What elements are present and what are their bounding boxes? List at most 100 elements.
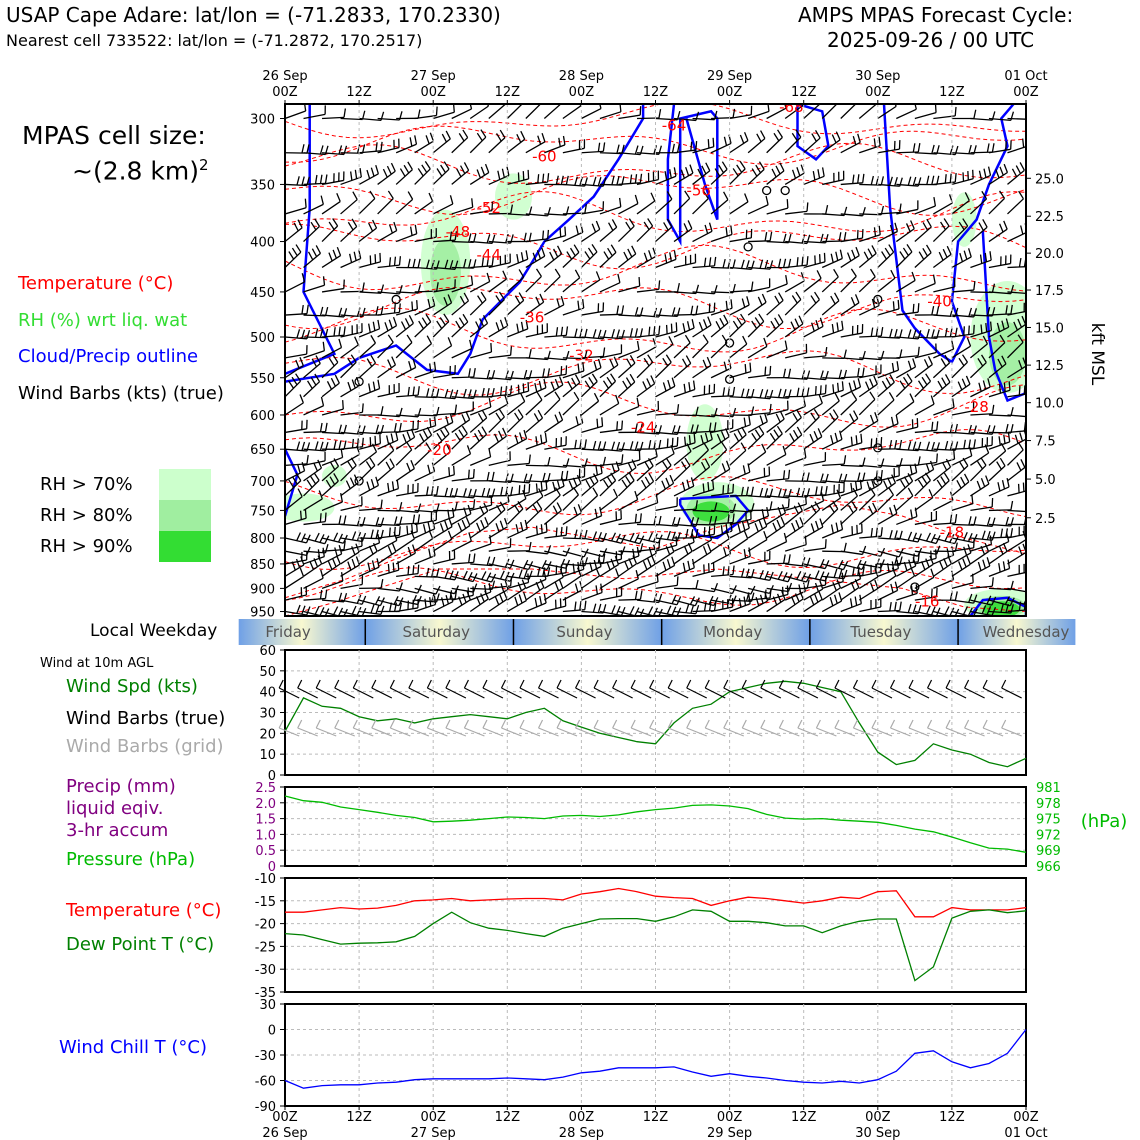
wind-barb-flag [447, 509, 450, 519]
wind-barb [729, 603, 751, 613]
wind-barb-flag [958, 357, 965, 367]
wind-barb [766, 283, 788, 293]
wind-barb [803, 563, 826, 570]
wind-barb-flag [1042, 228, 1043, 237]
surface-wind-barb-true-flag [686, 679, 692, 689]
wind-barb-flag [869, 378, 874, 388]
bottom-date-label: 30 Sep [855, 1126, 900, 1140]
wind-barb-flag [911, 271, 916, 281]
wind-barb [840, 603, 862, 613]
wind-barb-flag [309, 560, 315, 570]
wind-barb-flag [625, 221, 632, 231]
wind-barb-flag [334, 374, 340, 384]
wind-barb [895, 279, 916, 293]
wind-barb-flag [944, 174, 947, 184]
wind-barb [710, 427, 733, 434]
wind-barb [970, 413, 993, 416]
wind-barb [692, 509, 715, 513]
wind-barb-flag [347, 221, 354, 231]
wind-barb-flag [929, 555, 934, 565]
wind-barb [618, 467, 637, 482]
wind-barb-flag [748, 415, 751, 425]
surface-wind-barb-grid-flag [371, 719, 377, 729]
wind-barb-flag [946, 245, 952, 255]
wind-barb-flag [436, 320, 443, 329]
wind-barb-flag [852, 487, 858, 497]
wind-barb [507, 390, 529, 398]
wind-barb-flag [1018, 546, 1023, 556]
wind-barb-flag [832, 581, 837, 591]
wind-barb-flag [291, 247, 298, 257]
wind-barb [285, 496, 303, 511]
wind-barb-flag [1027, 137, 1028, 146]
wind-barb-flag [980, 354, 987, 363]
wind-barb-flag [333, 473, 339, 482]
wind-barb-flag [592, 531, 598, 541]
wind-barb [803, 355, 826, 359]
wind-barb [673, 362, 692, 379]
wind-barb-flag [431, 259, 435, 269]
wind-barb-flag [584, 557, 589, 567]
wind-barb-flag [889, 507, 894, 517]
surface-wind-barb-grid [1001, 727, 1022, 737]
wind-barb-flag [938, 251, 944, 261]
wind-barb-flag [894, 439, 898, 450]
wind-barb [840, 578, 861, 589]
wind-barb [914, 497, 934, 511]
wind-barb-flag [313, 462, 318, 472]
wind-barb-flag [299, 567, 305, 577]
wind-barb-flag [661, 480, 666, 490]
wind-barb [951, 465, 969, 482]
temperature-contour-label: -16 [915, 592, 940, 610]
wind-barb-flag [314, 328, 319, 338]
wind-barb-flag [460, 165, 466, 174]
wind-barb-flag [366, 358, 373, 367]
wind-barb [544, 464, 567, 468]
wind-barb [988, 414, 1011, 417]
wind-barb-flag [577, 300, 580, 310]
temperature-label: Temperature (°C) [66, 900, 222, 921]
surface-wind-barb-true-flag [500, 679, 507, 689]
wind-barb [303, 284, 325, 293]
wind-barb [488, 325, 509, 338]
wind-barb-flag [296, 329, 301, 339]
wind-barb-flag [567, 380, 573, 390]
wind-barb [840, 464, 863, 467]
wind-barb [932, 480, 950, 497]
wind-barb [822, 563, 844, 571]
wind-barb-flag [708, 222, 713, 232]
surface-wind-barb-true [927, 687, 948, 699]
wind-barb [896, 565, 917, 577]
wind-barb-flag [854, 579, 860, 588]
wind-barb-flag [634, 590, 638, 600]
wind-barb-flag [547, 173, 550, 183]
wind-ytick-label: 30 [259, 707, 276, 722]
wind-barb-flag [907, 603, 912, 613]
wind-barb [970, 599, 993, 606]
bottom-date-label: 28 Sep [559, 1126, 604, 1140]
wind-barb [970, 117, 993, 121]
wind-barb-flag [791, 295, 798, 304]
wind-barb-flag [986, 606, 992, 615]
wind-barb-flag [426, 426, 433, 436]
wind-barb [636, 409, 659, 416]
wind-barb [655, 314, 678, 317]
surface-wind-barb-true [501, 687, 522, 699]
wind-barb-flag [899, 251, 906, 260]
wind-barb [470, 209, 493, 215]
wind-barb-flag [356, 438, 359, 448]
wind-barb-flag [721, 463, 727, 473]
wind-barb-flag [465, 516, 471, 526]
wind-barb [359, 150, 382, 154]
wind-barb-flag [520, 521, 524, 532]
rh-region-80 [430, 239, 461, 306]
wind-barb-flag [347, 381, 352, 391]
wind-barb-flag [594, 508, 598, 518]
wind-barb-flag [653, 326, 656, 336]
surface-wind-barb-grid-flag [704, 719, 710, 729]
wind-barb-flag [523, 473, 528, 483]
wind-barb [673, 431, 697, 435]
wind-barb-flag [330, 377, 336, 387]
wind-barb-flag [665, 354, 672, 363]
dewpoint-line [284, 909, 1027, 982]
